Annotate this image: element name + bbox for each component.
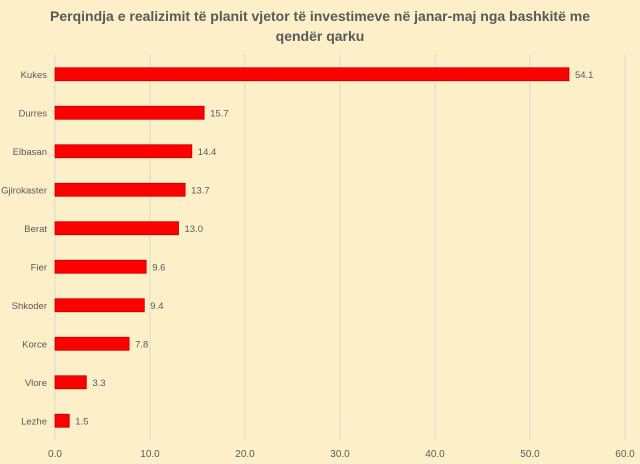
data-label: 54.1 (575, 70, 594, 81)
chart-title: Perqindja e realizimit të planit vjetor … (50, 8, 590, 44)
category-label: Elbasan (13, 147, 47, 158)
x-tick-label: 50.0 (520, 449, 540, 460)
data-label: 14.4 (198, 147, 217, 158)
category-label: Berat (24, 224, 47, 235)
data-label: 13.0 (185, 224, 204, 235)
x-tick-label: 0.0 (48, 449, 62, 460)
category-label: Gjirokaster (1, 185, 47, 196)
data-label: 15.7 (210, 108, 229, 119)
bar (54, 105, 205, 120)
bar (54, 182, 186, 197)
data-label: 13.7 (191, 185, 210, 196)
category-label: Vlore (25, 378, 47, 389)
x-tick-label: 10.0 (140, 449, 160, 460)
category-label: Shkoder (12, 301, 47, 312)
bar (54, 413, 70, 428)
category-label: Fier (31, 262, 47, 273)
data-label: 9.6 (152, 262, 165, 273)
x-tick-label: 40.0 (425, 449, 445, 460)
data-label: 3.3 (92, 378, 105, 389)
bar (54, 221, 179, 236)
category-label: Korce (22, 339, 47, 350)
x-tick-label: 20.0 (235, 449, 255, 460)
bar (54, 375, 87, 390)
bar (54, 144, 193, 159)
bar (54, 259, 147, 274)
bar (54, 67, 570, 82)
data-label: 7.8 (135, 339, 148, 350)
bar (54, 298, 145, 313)
category-label: Lezhe (21, 416, 47, 427)
data-label: 1.5 (75, 416, 88, 427)
category-label: Durres (18, 108, 47, 119)
bar (54, 336, 130, 351)
x-tick-label: 60.0 (615, 449, 635, 460)
x-tick-label: 30.0 (330, 449, 350, 460)
category-label: Kukes (21, 70, 48, 81)
data-label: 9.4 (150, 301, 163, 312)
